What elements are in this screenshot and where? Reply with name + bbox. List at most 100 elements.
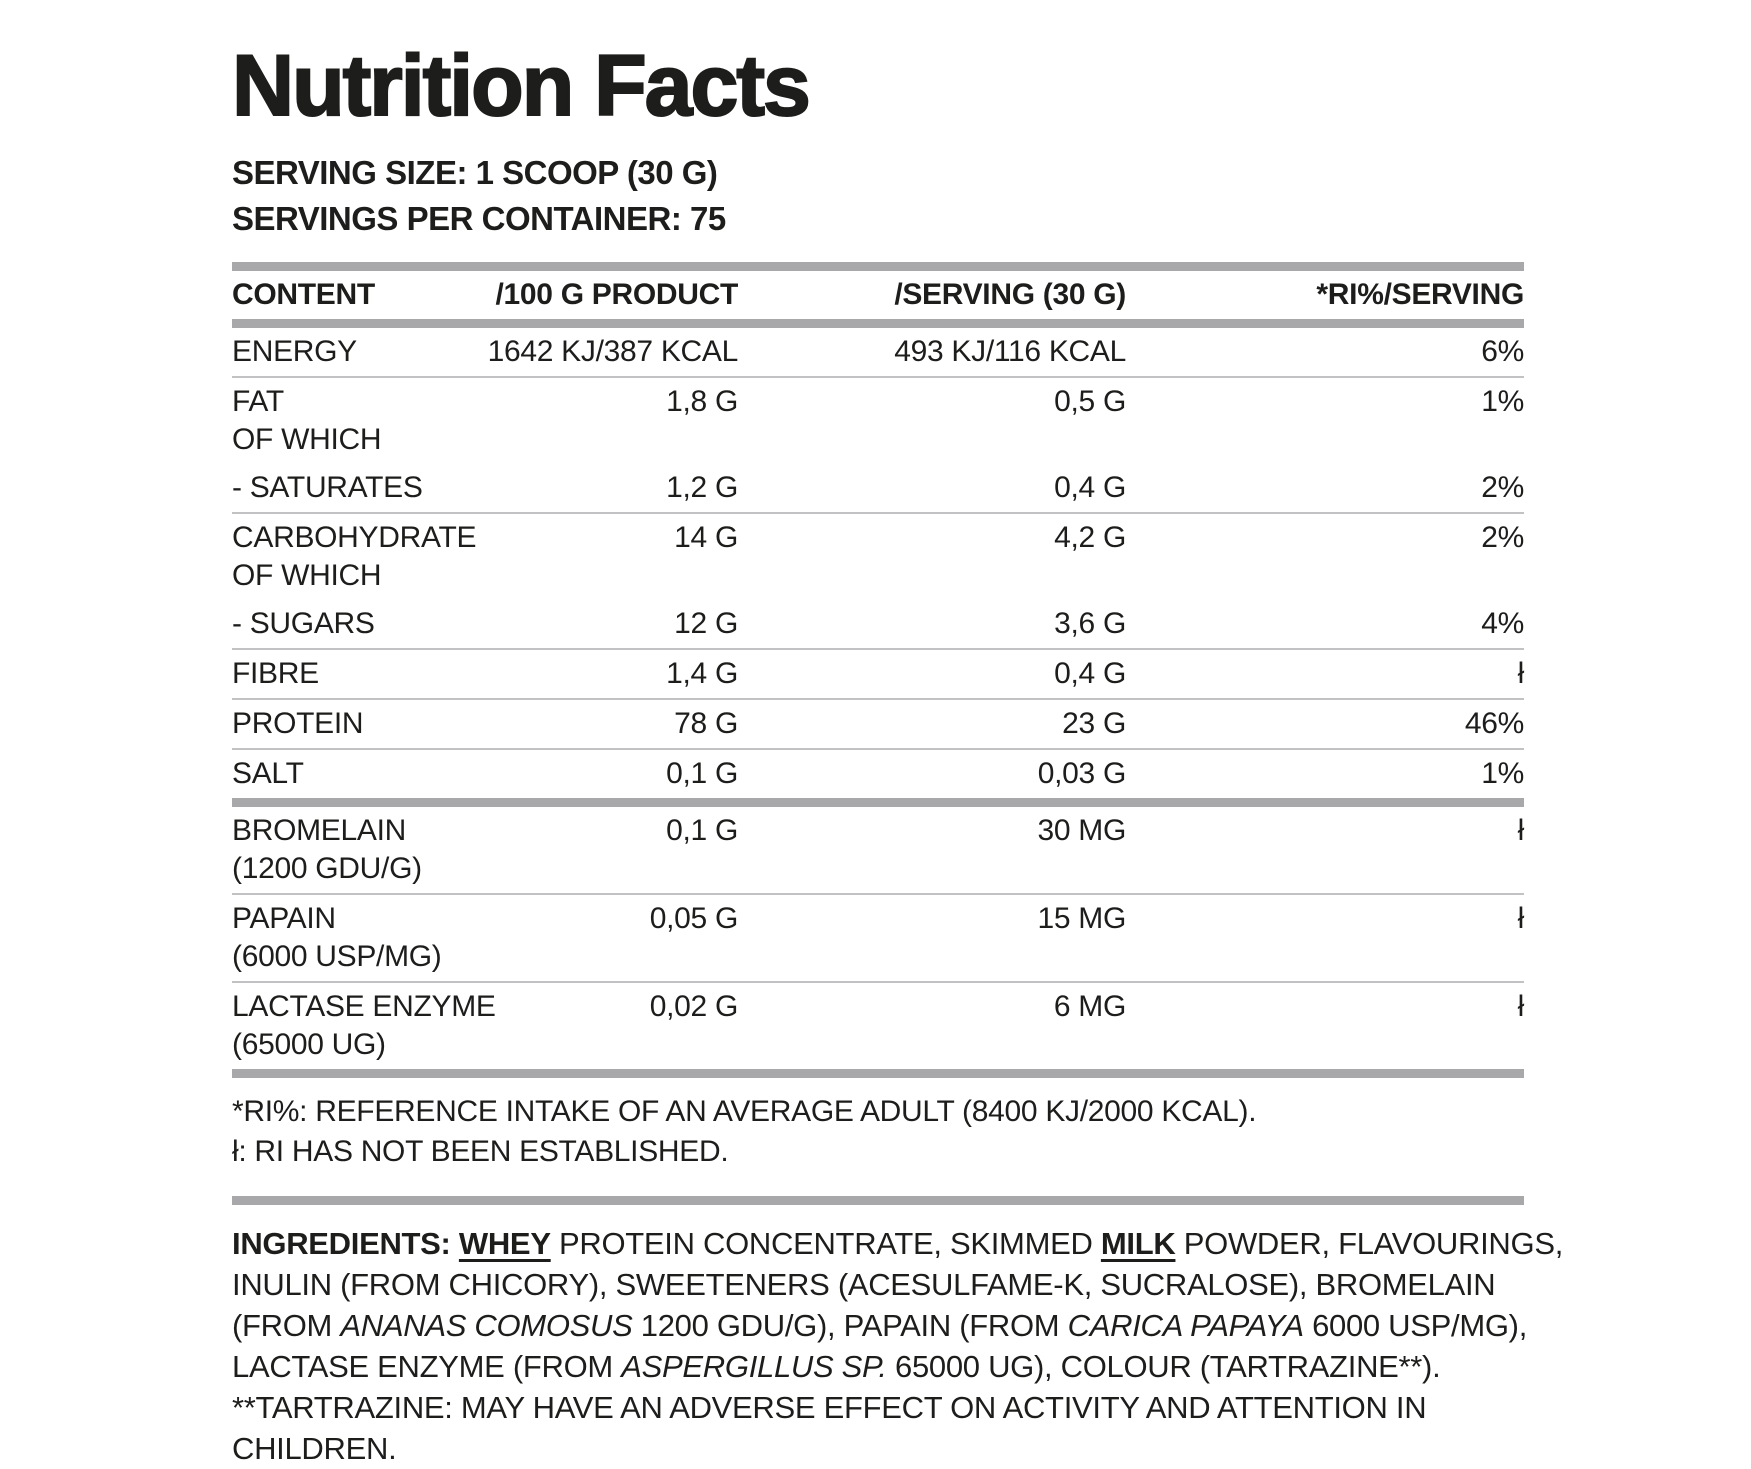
tartrazine-warning: **TARTRAZINE: MAY HAVE AN ADVERSE EFFECT…	[232, 1390, 1427, 1466]
ingredient-segment: 65000 UG), COLOUR (TARTRAZINE**).	[886, 1349, 1441, 1384]
row-value-per-serving: 0,03 G	[1037, 757, 1127, 790]
row-label: PAPAIN (6000 USP/MG)	[232, 900, 1524, 976]
serving-size-line: SERVING SIZE: 1 SCOOP (30 G)	[232, 154, 718, 191]
row-value-ri-percent: 2%	[1481, 471, 1524, 504]
table-row: SALT 0,1 G 0,03 G 1%	[232, 750, 1524, 798]
nutrition-label: Nutrition Facts SERVING SIZE: 1 SCOOP (3…	[231, 37, 1563, 1469]
row-label: FAT OF WHICH	[232, 383, 1524, 459]
row-label-line: ENERGY	[232, 335, 357, 368]
header-cell-per-100g: /100 G PRODUCT	[495, 278, 738, 311]
row-label-line: (6000 USP/MG)	[232, 940, 442, 973]
row-value-per-100g: 78 G	[674, 707, 738, 740]
row-divider	[232, 648, 1524, 650]
row-divider	[232, 748, 1524, 750]
row-value-per-100g: 1,2 G	[666, 471, 738, 504]
table-row: ENERGY 1642 KJ/387 KCAL 493 KJ/116 KCAL …	[232, 328, 1524, 376]
table-row: PROTEIN 78 G 23 G 46%	[232, 700, 1524, 748]
section-bar	[232, 1069, 1524, 1078]
row-label-line: PAPAIN	[232, 902, 336, 935]
row-value-per-serving: 30 MG	[1037, 814, 1126, 847]
nutrition-table-body: ENERGY 1642 KJ/387 KCAL 493 KJ/116 KCAL …	[232, 328, 1524, 1078]
row-value-per-serving: 493 KJ/116 KCAL	[894, 335, 1126, 368]
footnote-ri-not-established: ł: RI HAS NOT BEEN ESTABLISHED.	[232, 1135, 729, 1168]
ingredient-segment: INGREDIENTS:	[232, 1226, 459, 1261]
row-value-per-100g: 1,8 G	[666, 385, 738, 418]
ingredient-segment: 6000 USP/MG), LACTASE ENZYME (FROM	[232, 1308, 1528, 1384]
row-label-line: BROMELAIN	[232, 814, 407, 847]
ingredient-segment: MILK	[1100, 1226, 1176, 1261]
row-divider	[232, 981, 1524, 983]
row-divider	[232, 376, 1524, 378]
section-bar	[232, 798, 1524, 807]
page-title: Nutrition Facts	[231, 37, 812, 135]
row-label: SALT	[232, 755, 1524, 793]
row-label-line: OF WHICH	[232, 559, 382, 592]
row-value-per-100g: 1642 KJ/387 KCAL	[487, 335, 739, 368]
row-value-ri-percent: 4%	[1481, 607, 1524, 640]
ingredient-segment: ASPERGILLUS SP.	[621, 1349, 887, 1384]
row-label-line: FAT	[232, 385, 284, 418]
table-row: - SATURATES 1,2 G 0,4 G 2%	[232, 464, 1524, 512]
table-row: FAT OF WHICH 1,8 G 0,5 G 1%	[232, 378, 1524, 464]
row-label-line: (1200 GDU/G)	[232, 852, 422, 885]
serving-info: SERVING SIZE: 1 SCOOP (30 G) SERVINGS PE…	[232, 150, 1524, 242]
row-value-per-serving: 4,2 G	[1054, 521, 1126, 554]
row-value-per-100g: 12 G	[674, 607, 738, 640]
footnote-ri-reference: *RI%: REFERENCE INTAKE OF AN AVERAGE ADU…	[232, 1095, 1257, 1128]
row-value-ri-percent: ł	[1517, 814, 1525, 847]
nutrition-table: CONTENT /100 G PRODUCT /SERVING (30 G) *…	[232, 262, 1524, 1078]
table-header-row: CONTENT /100 G PRODUCT /SERVING (30 G) *…	[232, 271, 1524, 319]
row-divider	[232, 893, 1524, 895]
row-value-ri-percent: ł	[1517, 990, 1525, 1023]
row-label-line: - SUGARS	[232, 607, 375, 640]
section-bar-below-header	[232, 319, 1524, 328]
row-value-ri-percent: 1%	[1481, 385, 1524, 418]
row-label: ENERGY	[232, 333, 1524, 371]
row-label-line: SALT	[232, 757, 304, 790]
table-row: BROMELAIN (1200 GDU/G) 0,1 G 30 MG ł	[232, 807, 1524, 893]
ingredient-segment: PROTEIN CONCENTRATE, SKIMMED	[550, 1226, 1101, 1261]
row-value-per-serving: 0,4 G	[1054, 471, 1126, 504]
row-label: - SUGARS	[232, 605, 1524, 643]
row-value-ri-percent: 1%	[1481, 757, 1524, 790]
table-row: PAPAIN (6000 USP/MG) 0,05 G 15 MG ł	[232, 895, 1524, 981]
row-value-ri-percent: ł	[1517, 902, 1525, 935]
header-cell-content: CONTENT	[232, 278, 375, 311]
table-row: LACTASE ENZYME (65000 UG) 0,02 G 6 MG ł	[232, 983, 1524, 1069]
row-value-per-100g: 1,4 G	[666, 657, 738, 690]
header-cell-per-serving: /SERVING (30 G)	[894, 278, 1126, 311]
ingredient-segment: POWDER, FLAVOURINGS, INULIN (FROM CHICOR…	[232, 1226, 1564, 1343]
footnotes: *RI%: REFERENCE INTAKE OF AN AVERAGE ADU…	[232, 1078, 1524, 1196]
row-label-line: PROTEIN	[232, 707, 364, 740]
row-value-ri-percent: 46%	[1464, 707, 1524, 740]
row-label: FIBRE	[232, 655, 1524, 693]
row-value-ri-percent: 6%	[1481, 335, 1524, 368]
row-value-per-100g: 14 G	[674, 521, 738, 554]
row-label: LACTASE ENZYME (65000 UG)	[232, 988, 1524, 1064]
row-label-line: OF WHICH	[232, 423, 382, 456]
row-label-line: FIBRE	[232, 657, 319, 690]
row-label-line: (65000 UG)	[232, 1028, 386, 1061]
row-value-per-100g: 0,1 G	[666, 757, 738, 790]
row-value-per-serving: 15 MG	[1037, 902, 1126, 935]
row-label-line: LACTASE ENZYME	[232, 990, 496, 1023]
row-value-ri-percent: ł	[1517, 657, 1525, 690]
ingredient-segment: ANANAS COMOSUS	[340, 1308, 633, 1343]
section-bar-above-ingredients	[232, 1196, 1524, 1205]
row-value-per-serving: 0,5 G	[1054, 385, 1126, 418]
row-value-per-100g: 0,05 G	[649, 902, 739, 935]
row-label: BROMELAIN (1200 GDU/G)	[232, 812, 1524, 888]
row-divider	[232, 512, 1524, 514]
row-value-per-serving: 23 G	[1062, 707, 1126, 740]
row-label: CARBOHYDRATE OF WHICH	[232, 519, 1524, 595]
servings-per-container-line: SERVINGS PER CONTAINER: 75	[232, 200, 726, 237]
ingredient-segment: 1200 GDU/G), PAPAIN (FROM	[632, 1308, 1068, 1343]
row-value-per-serving: 3,6 G	[1054, 607, 1126, 640]
ingredients-paragraph: INGREDIENTS: WHEY PROTEIN CONCENTRATE, S…	[232, 1226, 1563, 1384]
table-row: CARBOHYDRATE OF WHICH 14 G 4,2 G 2%	[232, 514, 1524, 600]
row-value-per-serving: 6 MG	[1053, 990, 1126, 1023]
ingredient-segment: CARICA PAPAYA	[1067, 1308, 1304, 1343]
row-divider	[232, 698, 1524, 700]
table-row: - SUGARS 12 G 3,6 G 4%	[232, 600, 1524, 648]
row-value-per-100g: 0,02 G	[649, 990, 739, 1023]
